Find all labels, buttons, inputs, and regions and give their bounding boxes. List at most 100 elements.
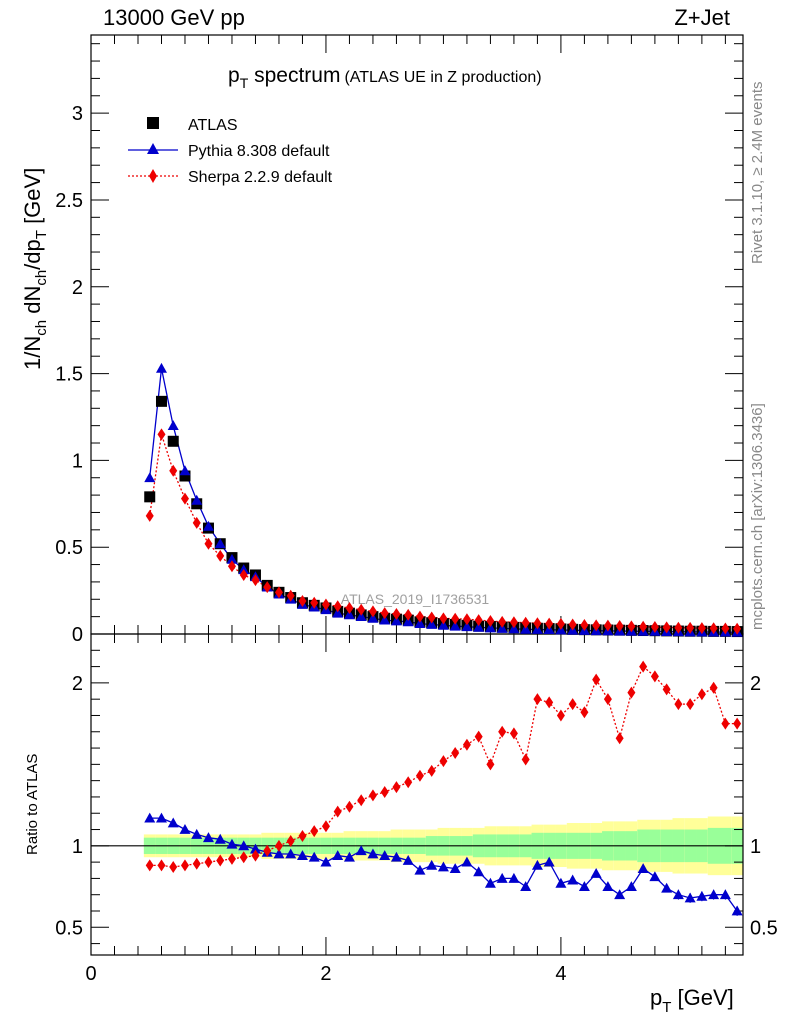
sherpa-ratio-point [733, 717, 742, 730]
sherpa-main-point [192, 516, 201, 529]
sherpa-main-point [333, 600, 342, 613]
sherpa-ratio-point [521, 753, 530, 766]
sherpa-main-point [533, 617, 542, 630]
pythia-ratio-point [590, 868, 602, 878]
pythia-main-point [508, 623, 520, 634]
sherpa-main-point [709, 622, 718, 635]
y-axis-label-main: 1/Nch dNch/dpT [GeV] [20, 168, 50, 370]
sherpa-ratio-point [286, 834, 295, 847]
pythia-ratio-point [625, 881, 637, 891]
sherpa-main-point [169, 464, 178, 477]
sherpa-main-point [310, 596, 319, 609]
sherpa-ratio-point [674, 698, 683, 711]
sherpa-ratio-point [145, 859, 154, 872]
sherpa-ratio-point [345, 800, 354, 813]
sherpa-main-point [380, 607, 389, 620]
main-y-tick-label: 2.5 [55, 190, 83, 212]
x-axis-label: pT [GeV] [650, 985, 734, 1016]
sherpa-main-point [392, 608, 401, 621]
pythia-ratio-point [155, 812, 167, 823]
sherpa-main-point [345, 601, 354, 614]
sherpa-ratio-point [368, 789, 377, 802]
pythia-main-point [191, 494, 203, 505]
sherpa-ratio-point [333, 805, 342, 818]
legend: ATLAS Pythia 8.308 default Sherpa 2.2.9 … [128, 117, 333, 186]
pythia-ratio-point [696, 890, 708, 901]
sherpa-main-point [251, 574, 260, 587]
legend-atlas-marker [147, 117, 159, 129]
ratio-y-tick-label-right: 2 [750, 673, 761, 695]
sherpa-ratio-point [204, 856, 213, 869]
sherpa-ratio-point [274, 839, 283, 852]
sherpa-main-point [639, 620, 648, 633]
pythia-ratio-point [320, 856, 332, 867]
sherpa-ratio-point [251, 849, 260, 862]
sherpa-ratio-point [568, 698, 577, 711]
pythia-ratio-point [273, 848, 285, 859]
sherpa-main-point [286, 589, 295, 602]
pythia-main-point [496, 622, 508, 633]
sherpa-main-point [216, 549, 225, 562]
sherpa-main-line [149, 434, 738, 630]
sherpa-main-point [697, 622, 706, 635]
sherpa-ratio-point [192, 857, 201, 870]
pythia-main-point [367, 612, 379, 623]
pythia-ratio-point [437, 861, 449, 872]
pythia-main-point [355, 611, 367, 622]
pythia-main-point [449, 620, 461, 631]
atlas-data-point [167, 435, 179, 447]
pythia-ratio-point [602, 881, 614, 891]
sherpa-ratio-point [216, 854, 225, 867]
sherpa-ratio-point [721, 717, 730, 730]
pythia-ratio-point [355, 845, 367, 856]
sherpa-ratio-point [310, 825, 319, 838]
pythia-ratio-point [719, 889, 731, 900]
y-axis-label-ratio: Ratio to ATLAS [24, 754, 41, 855]
sherpa-ratio-point [298, 830, 307, 843]
pythia-ratio-point [332, 850, 344, 861]
pythia-ratio-point [390, 851, 402, 862]
ratio-y-tick-label-right: 1 [750, 836, 761, 858]
legend-sherpa-marker [149, 169, 157, 183]
sherpa-ratio-point [462, 738, 471, 751]
pythia-ratio-point [531, 859, 543, 870]
sherpa-ratio-point [709, 681, 718, 694]
pythia-ratio-point [414, 864, 426, 875]
sherpa-ratio-point [662, 683, 671, 696]
pythia-main-point [214, 538, 226, 549]
atlas-data-point [144, 491, 156, 503]
sherpa-ratio-point [650, 670, 659, 683]
sherpa-main-point [415, 610, 424, 623]
sherpa-ratio-point [545, 696, 554, 709]
pythia-main-point [484, 622, 496, 633]
sherpa-main-point [592, 619, 601, 632]
sherpa-ratio-point [392, 781, 401, 794]
sherpa-main-point [509, 616, 518, 629]
pythia-ratio-point [578, 881, 590, 891]
sherpa-main-point [721, 622, 730, 635]
pythia-ratio-point [226, 838, 238, 849]
sherpa-main-point [686, 621, 695, 634]
pythia-ratio-point [308, 851, 320, 862]
sherpa-main-point [239, 568, 248, 581]
sherpa-main-point [227, 560, 236, 573]
pythia-main-point [402, 616, 414, 627]
sherpa-main-point [298, 595, 307, 608]
analysis-label: ATLAS_2019_I1736531 [341, 591, 490, 607]
sherpa-main-point [733, 622, 742, 635]
sherpa-main-point [545, 617, 554, 630]
sherpa-main-point [580, 618, 589, 631]
pythia-ratio-point [449, 863, 461, 874]
pythia-ratio-point [461, 856, 473, 867]
pythia-ratio-point [661, 882, 673, 893]
pythia-ratio-point [426, 859, 438, 870]
pythia-main-point [167, 420, 179, 431]
ratio-plot-frame [90, 633, 744, 956]
sherpa-main-point [568, 618, 577, 631]
sherpa-main-point [462, 613, 471, 626]
sherpa-ratio-point [451, 746, 460, 759]
pythia-main-point [343, 609, 355, 620]
sherpa-main-point [498, 615, 507, 628]
sherpa-ratio-point [486, 758, 495, 771]
pythia-ratio-point [167, 817, 179, 828]
